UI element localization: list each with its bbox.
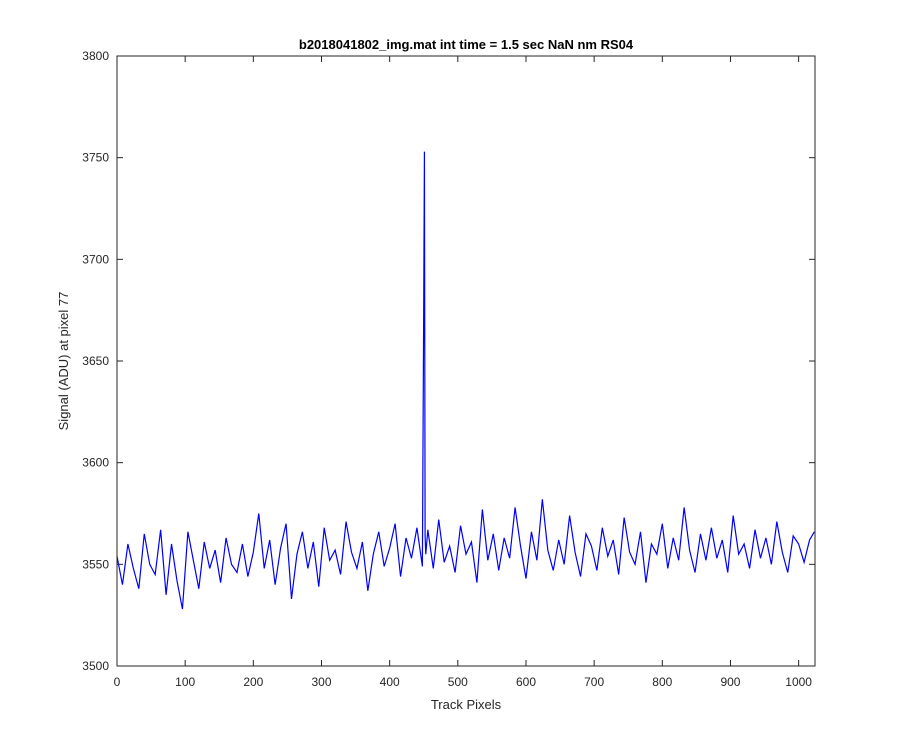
y-tick-label: 3650 <box>82 354 109 368</box>
chart-title: b2018041802_img.mat int time = 1.5 sec N… <box>299 37 634 52</box>
signal-series-line <box>116 151 815 610</box>
x-tick-label: 100 <box>175 675 195 689</box>
y-tick-label: 3750 <box>82 151 109 165</box>
x-tick-label: 1000 <box>785 675 812 689</box>
ticks-group: 0 100 200 300 400 500 600 700 800 900 1000 3500 3550… <box>82 49 815 689</box>
y-tick-label: 3800 <box>82 49 109 63</box>
y-axis-label: Signal (ADU) at pixel 77 <box>56 292 71 431</box>
axes-box <box>116 55 816 667</box>
plot-area <box>117 56 815 666</box>
x-tick-label: 300 <box>311 675 331 689</box>
x-tick-label: 0 <box>114 675 121 689</box>
x-tick-label: 400 <box>380 675 400 689</box>
x-tick-label: 900 <box>720 675 740 689</box>
y-tick-label: 3700 <box>82 252 109 266</box>
y-tick-label: 3600 <box>82 456 109 470</box>
x-axis-label: Track Pixels <box>431 697 502 712</box>
x-tick-label: 600 <box>516 675 536 689</box>
y-tick-label: 3500 <box>82 659 109 673</box>
series-group <box>116 151 815 610</box>
x-tick-label: 200 <box>243 675 263 689</box>
y-tick-label: 3550 <box>82 557 109 571</box>
x-tick-label: 500 <box>448 675 468 689</box>
x-tick-label: 800 <box>652 675 672 689</box>
x-tick-label: 700 <box>584 675 604 689</box>
